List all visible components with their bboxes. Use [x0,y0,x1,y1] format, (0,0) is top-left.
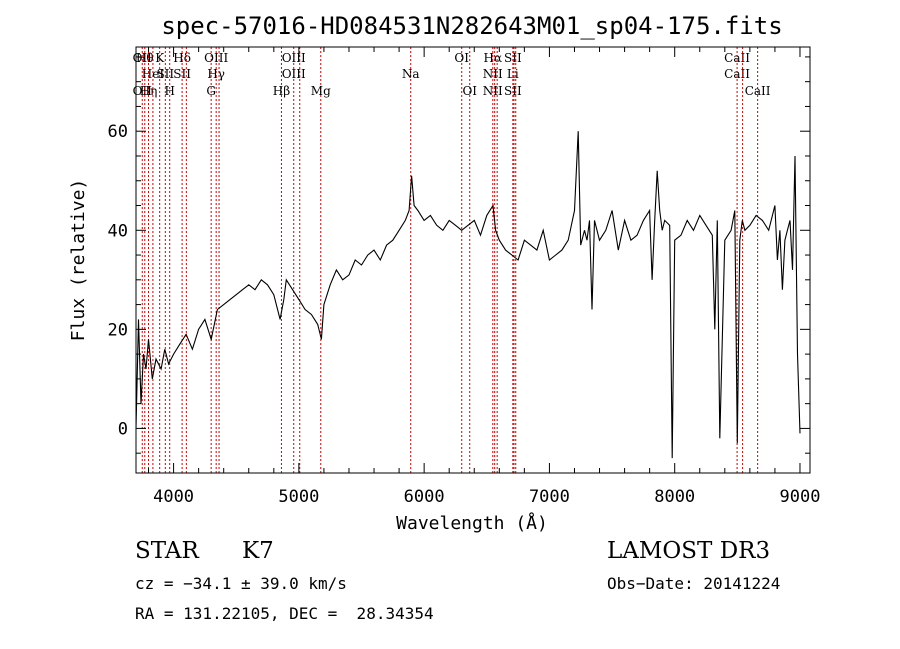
line-label-7-mid: SII [173,67,191,81]
observation-date: Obs−Date: 20141224 [607,574,781,593]
line-label-4-top: K [155,51,165,65]
line-label-7-top: Hδ [173,51,191,65]
x-axis-label: Wavelength (Å) [396,512,548,534]
redshift-readout: cz = −34.1 ± 39.0 km/s [135,574,347,593]
x-tick-label-4000: 4000 [153,487,194,507]
y-tick-label-0: 0 [118,419,128,439]
line-label-12-low: Hβ [273,84,290,98]
plot-frame [135,46,811,474]
y-axis-label: Flux (relative) [68,179,89,342]
x-tick-label-6000: 6000 [404,487,445,507]
line-label-16-mid: Na [402,67,420,81]
line-label-13-mid: OIII [282,67,306,81]
line-label-17-top: OI [454,51,469,65]
line-label-3-mid: HeI [142,67,165,81]
line-markers: OIIOIIHθHηHeIKSIIHHδSIIGOIIIHγHβOIIIOIII… [133,47,771,473]
line-label-25-top: CaII [724,51,750,65]
x-tick-label-5000: 5000 [278,487,319,507]
line-label-13-top: OIII [282,51,306,65]
spectrum-line [135,131,801,459]
line-label-0-low: OII [133,84,153,98]
line-label-1-top: Hθ [136,51,154,65]
y-tick-label-60: 60 [108,122,128,142]
line-label-10-mid: Hγ [207,67,225,81]
line-label-15-low: Mg [311,84,331,98]
x-tick-label-7000: 7000 [529,487,570,507]
y-tick-label-40: 40 [108,221,128,241]
line-label-19-low: NII [483,84,503,98]
line-label-9-low: G [206,84,216,98]
x-tick-label-8000: 8000 [654,487,695,507]
line-label-0-top: OII [133,51,153,65]
survey-name: LAMOST DR3 [607,538,771,564]
coordinates-readout: RA = 131.22105, DEC = 28.34354 [135,604,434,623]
x-axis: 4000 5000 6000 7000 8000 9000 [148,47,821,507]
line-label-18-low: OI [462,84,477,98]
line-label-2-low: Hη [140,84,158,98]
line-label-19-top: Hα [484,51,503,65]
line-label-27-low: CaII [745,84,771,98]
line-label-10-top: OIII [204,51,228,65]
spectral-subclass: K7 [242,538,274,564]
chart-title: spec-57016-HD084531N282643M01_sp04-175.f… [161,12,782,40]
line-label-22-mid: Li [507,67,519,81]
line-label-6-low: H [164,84,174,98]
line-label-5-mid: SII [156,67,174,81]
line-label-22-top: SII [504,51,522,65]
line-label-25-mid: CaII [724,67,750,81]
line-label-22-low: SII [504,84,522,98]
line-label-19-mid: NII [483,67,503,81]
x-tick-label-9000: 9000 [780,487,821,507]
spectrum-series [135,131,801,459]
y-tick-label-20: 20 [108,320,128,340]
y-axis: 0 20 40 60 [108,56,810,454]
object-class: STAR [135,538,199,564]
